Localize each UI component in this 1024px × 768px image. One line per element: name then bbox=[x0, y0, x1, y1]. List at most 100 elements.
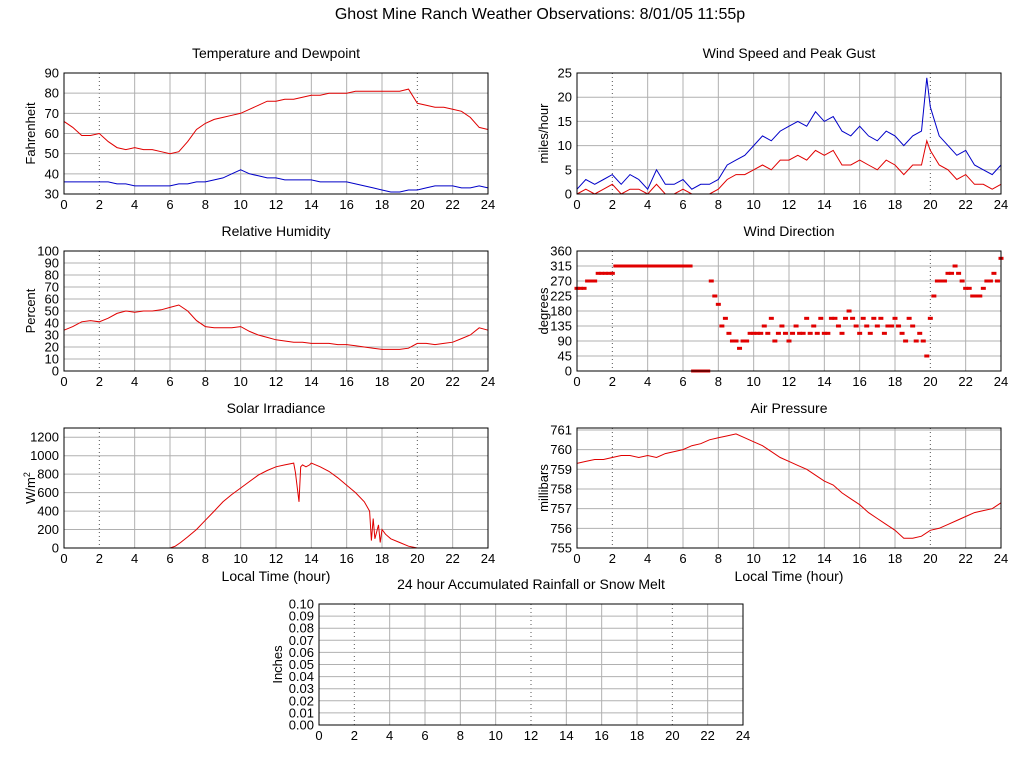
y-tick-label: 400 bbox=[37, 504, 59, 519]
y-axis-label: Inches bbox=[270, 645, 285, 684]
x-tick-label: 4 bbox=[131, 197, 138, 212]
data-point bbox=[648, 264, 654, 268]
data-point bbox=[825, 331, 831, 335]
data-point bbox=[906, 316, 912, 320]
solar-chart: 0 2 4 6 8 10 12 14 16 18 20 22 240200400600800100012… bbox=[22, 400, 495, 584]
x-tick-label: 6 bbox=[421, 728, 428, 743]
y-tick-label: 50 bbox=[45, 304, 59, 319]
x-tick-label: 16 bbox=[594, 728, 608, 743]
data-point bbox=[673, 264, 679, 268]
x-tick-label: 24 bbox=[994, 197, 1008, 212]
y-tick-label: 0.01 bbox=[289, 705, 314, 720]
data-point bbox=[835, 324, 841, 328]
data-point bbox=[857, 331, 863, 335]
x-tick-label: 8 bbox=[202, 551, 209, 566]
x-tick-label: 4 bbox=[644, 197, 651, 212]
series-line-blue bbox=[64, 169, 489, 193]
data-point bbox=[941, 279, 947, 283]
data-point bbox=[804, 316, 810, 320]
x-tick-label: 10 bbox=[488, 728, 502, 743]
x-tick-label: 20 bbox=[923, 551, 937, 566]
data-point bbox=[588, 279, 594, 283]
x-tick-label: 0 bbox=[573, 197, 580, 212]
series-line-red bbox=[63, 88, 489, 155]
rain-chart: 0 2 4 6 8 10 12 14 16 18 20 22 240.000.010.020.030.0… bbox=[270, 576, 750, 743]
x-tick-label: 4 bbox=[644, 374, 651, 389]
x-tick-label: 18 bbox=[375, 551, 389, 566]
data-point bbox=[585, 279, 591, 283]
y-tick-label: 270 bbox=[550, 274, 572, 289]
data-point bbox=[708, 279, 714, 283]
data-point bbox=[917, 331, 923, 335]
y-tick-label: 25 bbox=[558, 66, 572, 81]
x-tick-label: 4 bbox=[644, 551, 651, 566]
x-tick-label: 6 bbox=[679, 374, 686, 389]
y-tick-label: 0.10 bbox=[289, 597, 314, 612]
x-tick-label: 20 bbox=[923, 197, 937, 212]
y-tick-label: 40 bbox=[45, 316, 59, 331]
data-point bbox=[888, 324, 894, 328]
y-tick-label: 0.08 bbox=[289, 621, 314, 636]
x-tick-label: 6 bbox=[679, 551, 686, 566]
series-line-red bbox=[576, 433, 1002, 539]
data-point bbox=[631, 264, 637, 268]
x-tick-label: 14 bbox=[559, 728, 573, 743]
data-point bbox=[761, 324, 767, 328]
x-tick-label: 10 bbox=[233, 551, 247, 566]
data-point bbox=[592, 279, 598, 283]
data-point bbox=[973, 294, 979, 298]
data-point bbox=[737, 346, 743, 350]
x-tick-label: 2 bbox=[609, 374, 616, 389]
x-tick-label: 22 bbox=[700, 728, 714, 743]
data-point bbox=[811, 324, 817, 328]
y-tick-label: 600 bbox=[37, 485, 59, 500]
data-point bbox=[952, 264, 958, 268]
data-point bbox=[659, 264, 665, 268]
x-axis-label: Local Time (hour) bbox=[222, 568, 331, 584]
chart-title: Solar Irradiance bbox=[227, 400, 326, 416]
data-point bbox=[782, 331, 788, 335]
data-point bbox=[959, 279, 965, 283]
data-point bbox=[595, 271, 601, 275]
y-axis-label: Fahrenheit bbox=[23, 102, 38, 165]
plot-frame bbox=[318, 603, 744, 726]
data-point bbox=[867, 331, 873, 335]
data-point bbox=[666, 264, 672, 268]
y-tick-label: 70 bbox=[45, 106, 59, 121]
y-tick-label: 10 bbox=[558, 138, 572, 153]
data-point bbox=[775, 331, 781, 335]
x-tick-label: 20 bbox=[665, 728, 679, 743]
y-axis-label: degrees bbox=[536, 287, 551, 334]
y-tick-label: 100 bbox=[37, 244, 59, 259]
data-point bbox=[885, 324, 891, 328]
data-point bbox=[920, 339, 926, 343]
chart-title: Relative Humidity bbox=[222, 223, 331, 239]
y-tick-label: 360 bbox=[550, 244, 572, 259]
chart-title: Wind Speed and Peak Gust bbox=[703, 45, 876, 61]
data-point bbox=[818, 316, 824, 320]
data-point bbox=[578, 286, 584, 290]
x-tick-label: 2 bbox=[96, 374, 103, 389]
plot-frame bbox=[63, 250, 489, 372]
data-point bbox=[994, 279, 1000, 283]
x-tick-label: 12 bbox=[782, 197, 796, 212]
y-tick-label: 0.02 bbox=[289, 693, 314, 708]
data-point bbox=[638, 264, 644, 268]
x-tick-label: 0 bbox=[573, 374, 580, 389]
data-point bbox=[729, 339, 735, 343]
x-tick-label: 2 bbox=[609, 551, 616, 566]
x-tick-label: 14 bbox=[304, 551, 318, 566]
y-axis-label: Percent bbox=[23, 288, 38, 333]
data-point bbox=[931, 294, 937, 298]
data-point bbox=[786, 339, 792, 343]
y-tick-label: 761 bbox=[550, 422, 572, 437]
y-tick-label: 200 bbox=[37, 522, 59, 537]
x-tick-label: 24 bbox=[994, 551, 1008, 566]
x-tick-label: 22 bbox=[958, 197, 972, 212]
x-tick-label: 12 bbox=[269, 197, 283, 212]
dir-chart: 0 2 4 6 8 10 12 14 16 18 20 22 240459013518022527031… bbox=[536, 223, 1008, 389]
data-point bbox=[864, 324, 870, 328]
data-point bbox=[980, 286, 986, 290]
x-tick-label: 0 bbox=[60, 197, 67, 212]
y-tick-label: 20 bbox=[45, 340, 59, 355]
